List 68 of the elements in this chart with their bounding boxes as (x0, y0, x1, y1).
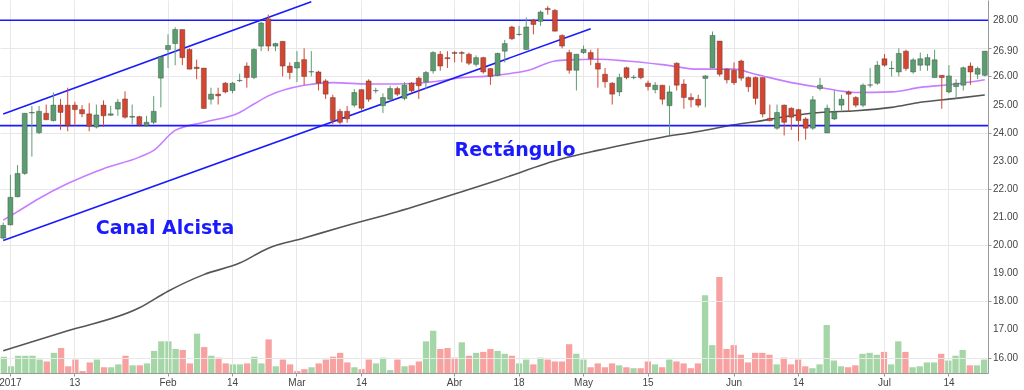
y-tick-label: 20.00 (993, 239, 1019, 251)
x-tick-label: Feb (159, 376, 178, 388)
candlestick (501, 39, 508, 63)
x-tick-label: 13 (69, 376, 81, 388)
x-tick-label: Jun (725, 376, 743, 388)
candlestick (552, 8, 558, 32)
bar (616, 365, 623, 373)
y-tick-label: 16.00 (993, 351, 1019, 363)
x-tick-label: 14 (943, 376, 955, 388)
y-tick-label: 22.00 (993, 182, 1019, 194)
bar (272, 366, 279, 373)
bar (472, 352, 480, 373)
y-tick-label: 24.00 (993, 126, 1019, 138)
y-tick-label: 26.90 (993, 45, 1019, 57)
y-tick-label: 18.00 (993, 295, 1019, 307)
annotation: Canal Alcista (95, 216, 235, 238)
y-tick-label: 25.00 (993, 98, 1019, 110)
y-tick-label: 19.00 (993, 267, 1019, 279)
bar (773, 364, 780, 373)
bar (666, 359, 673, 373)
bar (93, 359, 101, 373)
bar (193, 333, 201, 373)
bar (43, 361, 50, 373)
bar (394, 359, 401, 373)
bar (902, 351, 909, 373)
y-tick-label: 28.00 (993, 14, 1019, 26)
x-tick-label: Abr (446, 376, 464, 388)
bar (136, 365, 143, 373)
y-tick-label: 21.00 (993, 211, 1019, 222)
bar (201, 347, 208, 373)
bar (100, 367, 108, 373)
bar (530, 364, 537, 373)
candlestick (702, 74, 709, 108)
y-tick-label: 17.00 (993, 323, 1019, 335)
bar (351, 367, 358, 373)
candlestick (158, 56, 164, 108)
candlestick (595, 47, 601, 89)
x-tick-label: 2017 (0, 376, 22, 388)
bar (308, 367, 315, 373)
bar (401, 366, 408, 373)
bar (129, 365, 136, 373)
x-tick-label: 15 (642, 376, 655, 388)
bar (122, 355, 129, 373)
x-tick-label: Mar (288, 376, 307, 388)
line-series (2, 94, 986, 352)
bar (659, 367, 666, 373)
x-tick-label: 18 (513, 376, 526, 388)
x-tick-label: May (574, 376, 594, 388)
bar (458, 342, 465, 373)
annotation: Rectángulo (454, 138, 576, 160)
bar (265, 339, 272, 373)
bar (651, 364, 659, 373)
x-tick-label: 14 (226, 376, 239, 388)
x-tick-label: Jul (878, 376, 891, 388)
bar (537, 357, 544, 373)
x-tick-label: 14 (792, 376, 805, 388)
y-tick-label: 26.00 (993, 70, 1019, 82)
candlestick (165, 33, 171, 69)
bar (208, 355, 215, 373)
bar (966, 365, 973, 373)
bar (243, 363, 251, 373)
x-tick-label: 14 (355, 376, 368, 388)
bar (623, 367, 630, 373)
candlestick (817, 77, 823, 92)
bar (630, 368, 637, 373)
bar (50, 352, 58, 373)
y-tick-label: 23.00 (993, 154, 1019, 166)
candlestick (602, 67, 608, 89)
